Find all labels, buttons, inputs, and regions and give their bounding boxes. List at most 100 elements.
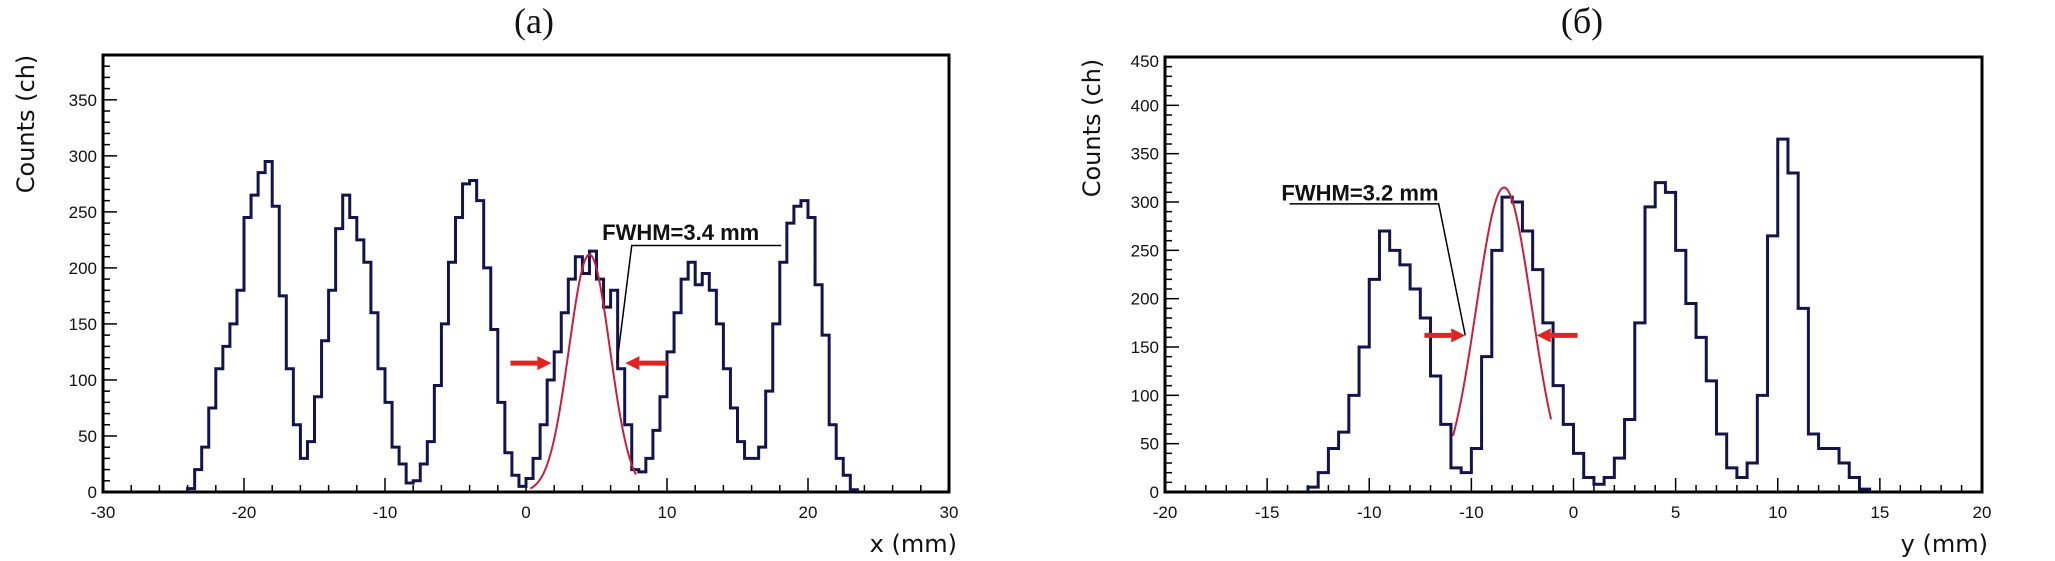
histogram-bin: [364, 262, 371, 492]
histogram-bin: [1839, 463, 1849, 492]
x-tick-label: 0: [521, 503, 530, 522]
histogram-bin: [448, 262, 455, 492]
fwhm-arrow-head: [1536, 328, 1551, 343]
y-tick-label: 0: [88, 483, 97, 502]
y-tick-label: 100: [1131, 386, 1159, 405]
y-tick-label: 100: [69, 371, 97, 390]
x-tick-label: -15: [1255, 503, 1280, 522]
x-tick-label: 20: [799, 503, 818, 522]
x-tick-label: -20: [1153, 503, 1178, 522]
histogram-bin: [456, 217, 463, 492]
histogram-bin: [745, 458, 752, 492]
histogram-bin: [512, 475, 519, 492]
histogram-bin: [258, 173, 265, 492]
x-tick-label: -20: [232, 503, 257, 522]
histogram-bin: [1676, 250, 1686, 492]
histogram-bin: [209, 408, 216, 492]
histogram-bin: [766, 391, 773, 492]
histogram-bin: [1553, 386, 1563, 492]
histogram-bin: [815, 285, 822, 492]
histogram-bin: [406, 483, 413, 492]
histogram-bin: [1522, 231, 1532, 492]
histogram-bin: [286, 369, 293, 492]
panel-a: (a) Counts (ch) x (mm) -30 -20 -10 0 10 20 300…: [12, 1, 958, 558]
histogram-bin: [505, 453, 512, 492]
histogram-bin: [822, 335, 829, 492]
histogram-bin: [1328, 449, 1338, 493]
histogram-bin: [540, 425, 547, 492]
histogram-bin: [681, 279, 688, 492]
histogram-bin: [519, 486, 526, 492]
y-tick-label: 50: [1140, 435, 1159, 454]
histogram-bin: [413, 481, 420, 492]
histogram-bin: [484, 268, 491, 492]
histogram-bin: [1778, 139, 1788, 492]
y-tick-label: 250: [1131, 241, 1159, 260]
histogram-bin: [491, 330, 498, 492]
histogram-bin: [392, 447, 399, 492]
histogram-bin: [1686, 304, 1696, 493]
histogram-bin: [237, 290, 244, 492]
histogram-bin: [1716, 434, 1726, 492]
x-axis-label: y (mm): [1901, 530, 1988, 558]
fwhm-arrow-head: [1451, 328, 1466, 343]
fwhm-annotation: FWHM=3.4 mm: [602, 220, 759, 245]
histogram-bin: [441, 324, 448, 492]
y-tick-label: 250: [69, 203, 97, 222]
histogram-bin: [202, 447, 209, 492]
histogram-bin: [1471, 449, 1481, 493]
histogram-bin: [279, 296, 286, 492]
histogram-bin: [794, 206, 801, 492]
histogram-bin: [646, 458, 653, 492]
histogram-bin: [1808, 434, 1818, 492]
annotation-leader-line: [1289, 203, 1466, 336]
histogram-bin: [1849, 478, 1859, 493]
histogram-bin: [371, 313, 378, 492]
histogram-bin: [1574, 453, 1584, 492]
histogram-bin: [526, 479, 533, 492]
histogram-bin: [265, 161, 272, 492]
y-axis-label: Counts (ch): [12, 55, 40, 194]
histogram-bin: [1502, 197, 1512, 492]
x-tick-label: 5: [1671, 503, 1680, 522]
histogram-line: [186, 159, 859, 492]
histogram-bin: [1379, 231, 1389, 492]
histogram-bin: [322, 341, 329, 492]
histogram-bin: [1318, 473, 1328, 492]
histogram-bin: [427, 442, 434, 492]
y-tick-label: 300: [1131, 193, 1159, 212]
histogram-bin: [688, 262, 695, 492]
x-tick-label: 10: [658, 503, 677, 522]
histogram-bin: [829, 425, 836, 492]
y-tick-label: 200: [69, 259, 97, 278]
histogram-bin: [582, 274, 589, 493]
histogram-bin: [307, 442, 314, 492]
histogram-bin: [463, 184, 470, 492]
y-tick-label: 450: [1131, 52, 1159, 71]
histogram-bin: [1441, 424, 1451, 492]
histogram-bin: [1390, 250, 1400, 492]
histogram-bin: [752, 458, 759, 492]
histogram-bin: [787, 223, 794, 492]
gaussian-fit-curve: [1452, 186, 1553, 437]
histogram-bin: [773, 324, 780, 492]
histogram-bin: [470, 180, 477, 492]
y-tick-label: 350: [1131, 145, 1159, 164]
y-tick-label: 0: [1150, 483, 1159, 502]
histogram-bin: [1819, 449, 1829, 493]
histogram-bin: [759, 447, 766, 492]
histogram-bin: [547, 380, 554, 492]
y-tick-label: 50: [78, 427, 97, 446]
histogram-bin: [575, 257, 582, 492]
histogram-bin: [1451, 468, 1461, 492]
histogram-bin: [251, 195, 258, 492]
fwhm-arrow-head: [625, 356, 640, 371]
histogram-bin: [1788, 173, 1798, 492]
histogram-bin: [434, 386, 441, 492]
histogram-bin: [315, 397, 322, 492]
histogram-bin: [1461, 473, 1471, 492]
histogram-bin: [420, 464, 427, 492]
histogram-bin: [293, 425, 300, 492]
histogram-bin: [1563, 424, 1573, 492]
histogram-bin: [336, 229, 343, 492]
